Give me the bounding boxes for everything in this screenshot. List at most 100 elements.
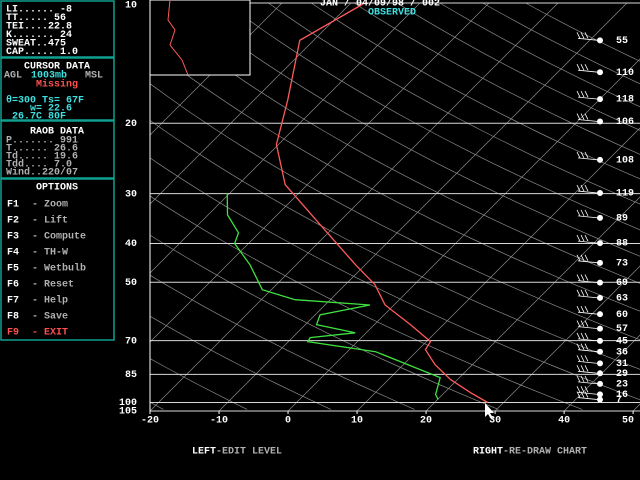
wind-label: 108: [616, 156, 634, 167]
barb-flag: [576, 113, 581, 120]
wind-barb: [577, 397, 599, 400]
raob-box: [0, 120, 115, 179]
x-tick-label: 30: [489, 416, 501, 427]
isotherm: [494, 265, 640, 412]
barb-flag: [576, 90, 581, 98]
barb-flag: [580, 386, 585, 393]
cursor-line: θ=300 Ts= 67F: [6, 95, 84, 107]
barb-flag: [584, 391, 589, 398]
wind-barb: [577, 381, 599, 385]
wind-dot: [597, 96, 603, 103]
wind-dot: [597, 156, 603, 163]
wind-label: 118: [616, 95, 634, 106]
barb-flag: [584, 375, 589, 383]
wind-dot: [597, 311, 603, 318]
y-tick-label: 30: [125, 189, 137, 200]
isotherm: [563, 334, 640, 412]
y-tick-label: 70: [125, 336, 137, 347]
date: JAN / 04/09/98 / 002: [320, 0, 440, 10]
wind-label: 106: [616, 117, 634, 128]
option-label: - Reset: [32, 280, 74, 291]
option-key: F1: [7, 200, 19, 211]
barb-flag: [584, 113, 589, 120]
wind-label: 73: [616, 258, 628, 269]
option-key: F4: [7, 248, 19, 259]
wind-dot: [597, 360, 603, 367]
wind-barb: [577, 215, 599, 219]
option-label: - Zoom: [32, 200, 68, 211]
isotherm: [150, 2, 421, 274]
wind-label: 36: [616, 347, 628, 358]
wind-barb: [577, 311, 599, 315]
barb-flag: [584, 151, 589, 159]
dry-adiabat: [150, 315, 332, 410]
barb-flag: [576, 234, 581, 242]
barb-flag: [580, 391, 585, 398]
barb-flag: [584, 343, 589, 350]
raob-line: Tdd.... 7.0: [6, 159, 72, 171]
wind-label: 31: [616, 359, 628, 370]
wind-label: 23: [616, 380, 628, 391]
barb-flag: [580, 355, 585, 362]
cursor[interactable]: [485, 403, 494, 419]
barb-flag: [576, 391, 581, 398]
wind-label: 63: [616, 293, 628, 304]
status: OBSERVED: [368, 8, 416, 19]
x-tick-label: 0: [285, 416, 291, 427]
dry-adiabat: [396, 2, 640, 131]
wind-dot: [597, 380, 603, 387]
wind-label: 89: [616, 214, 628, 225]
dry-adiabat: [150, 234, 499, 410]
option-label: - EXIT: [32, 328, 68, 339]
wind-label: 45: [616, 337, 628, 348]
wind-barb: [577, 69, 599, 73]
barb-flag: [584, 64, 589, 71]
barb-flag: [584, 289, 589, 297]
option-key: F2: [7, 216, 19, 227]
cursor-box: [0, 57, 115, 121]
level: 1003mb: [31, 70, 67, 82]
isotherm: [218, 2, 628, 412]
barb-flag: [580, 343, 585, 350]
option-key: F3: [7, 232, 19, 243]
barb-flag: [584, 184, 589, 192]
profile-line: [275, 2, 489, 404]
wind-dot: [597, 348, 603, 355]
index-line: LI...... -8: [6, 5, 72, 16]
barb-flag: [584, 386, 589, 393]
barb-flag: [584, 274, 589, 281]
dry-adiabat: [353, 2, 640, 155]
wind-label: 16: [616, 390, 628, 401]
dry-adiabat: [268, 2, 640, 205]
barb-flag: [580, 289, 585, 297]
wind-barb: [577, 280, 599, 284]
option-label: - Help: [32, 295, 68, 307]
y-tick-label: 40: [125, 239, 137, 250]
option-key: F7: [7, 296, 19, 307]
dry-adiabat: [482, 2, 640, 85]
wind-barb: [577, 326, 599, 329]
barb-flag: [584, 254, 589, 261]
wind-dot: [597, 396, 603, 403]
x-tick-label: -10: [210, 416, 228, 427]
wind-label: 57: [616, 324, 628, 335]
wind-barb: [577, 338, 599, 342]
barb-flag: [580, 151, 585, 159]
barb-flag: [576, 184, 581, 192]
wind-dot: [597, 118, 603, 125]
index-line: TEI....22.8: [6, 22, 72, 33]
msl: MSL: [85, 71, 103, 82]
dry-adiabat: [150, 157, 640, 401]
wind-label: 119: [616, 189, 634, 200]
wind-barb: [577, 37, 599, 41]
options-box: [0, 178, 115, 341]
wind-dot: [597, 214, 603, 221]
barb-flag: [576, 386, 581, 393]
barb-flag: [584, 365, 589, 372]
barb-flag: [576, 343, 581, 350]
barb-flag: [576, 254, 581, 261]
barb-flag: [584, 355, 589, 362]
wind-dot: [597, 337, 603, 344]
barb-flag: [584, 234, 589, 242]
